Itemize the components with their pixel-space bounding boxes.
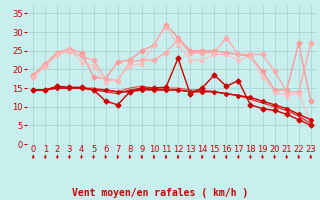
- Text: Vent moyen/en rafales ( km/h ): Vent moyen/en rafales ( km/h ): [72, 188, 248, 198]
